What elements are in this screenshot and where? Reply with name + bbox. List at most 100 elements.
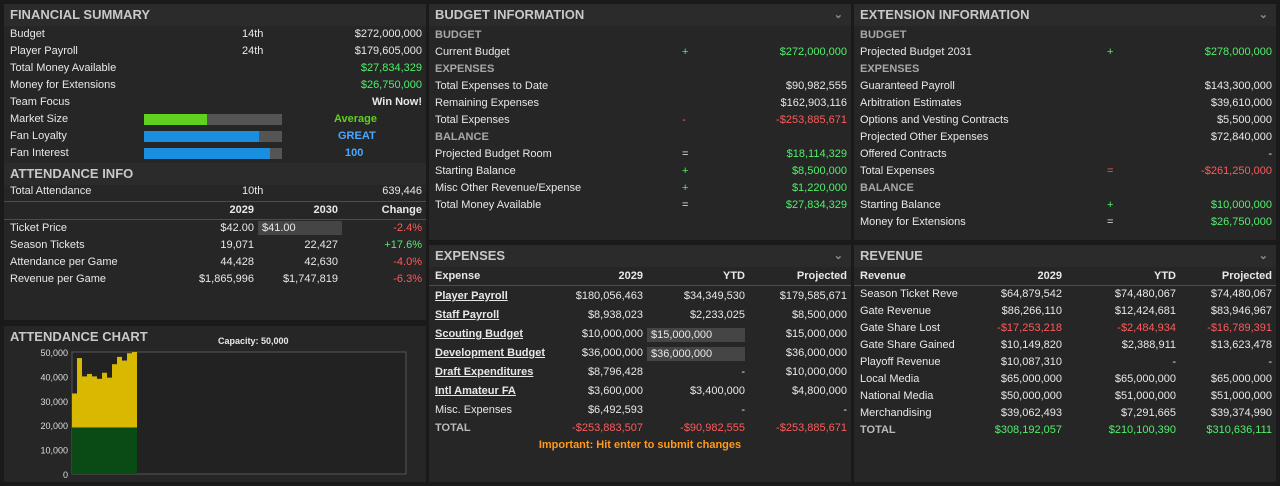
expense-ytd: $2,233,025 — [689, 309, 745, 321]
total-expenses-label: Total Expenses — [860, 165, 935, 177]
exp-col-expense: Expense — [435, 270, 481, 282]
team-focus-row: Team Focus Win Now! — [4, 94, 426, 111]
expense-row-label[interactable]: Intl Amateur FA — [435, 385, 516, 397]
arbitration-value: $39,610,000 — [1210, 97, 1272, 109]
revenue-projected: $13,623,478 — [1210, 339, 1272, 351]
chevron-down-icon[interactable]: ⌄ — [1258, 9, 1268, 21]
operator: = — [1107, 216, 1114, 228]
remaining-value: $162,903,116 — [780, 97, 847, 109]
starting-balance-value: $8,500,000 — [791, 165, 847, 177]
expense-2029: $3,600,000 — [587, 385, 643, 397]
expense-ytd: $34,349,530 — [683, 290, 745, 302]
chevron-down-icon[interactable]: ⌄ — [833, 250, 843, 262]
current-budget-value: $272,000,000 — [779, 46, 847, 58]
rev-total-label: TOTAL — [860, 424, 896, 436]
arbitration-label: Arbitration Estimates — [860, 97, 962, 109]
budget-rank: 14th — [242, 28, 264, 40]
remaining-label: Remaining Expenses — [435, 97, 539, 109]
misc-label: Misc Other Revenue/Expense — [435, 182, 582, 194]
projected-budget-value: $278,000,000 — [1204, 46, 1272, 58]
expense-row: Misc. Expenses $6,492,593 - - — [429, 401, 851, 420]
expense-row: Player Payroll $180,056,463 $34,349,530 $17… — [429, 287, 851, 306]
revenue-2029: $10,087,310 — [1000, 356, 1062, 368]
fan-interest-value: 100 — [345, 147, 364, 159]
expense-row-label[interactable]: Draft Expenditures — [435, 366, 534, 378]
total-attendance-label: Total Attendance — [10, 185, 92, 197]
revenue-row: Gate Share Lost -$17,253,218 -$2,484,934 -$… — [854, 320, 1276, 337]
rev-col-revenue: Revenue — [860, 270, 906, 282]
expense-2029: $36,000,000 — [581, 347, 643, 359]
total-attendance-value: 639,446 — [382, 185, 422, 197]
money-ext-row: Money for Extensions = $26,750,000 — [854, 214, 1276, 231]
exp-col-2029: 2029 — [618, 270, 643, 282]
total-expenses-label: Total Expenses — [435, 114, 510, 126]
market-size-value: Average — [334, 113, 378, 125]
payroll-row: Player Payroll 24th $179,605,000 — [4, 43, 426, 60]
attendance-chart: 50,000 40,000 30,000 20,000 10,000 0 — [40, 348, 407, 480]
team-focus-value: Win Now! — [372, 96, 422, 108]
revenue-row-label: Merchandising — [860, 407, 932, 419]
revenue-row-label: Playoff Revenue — [860, 356, 941, 368]
chevron-down-icon[interactable]: ⌄ — [833, 9, 843, 21]
payroll-rank: 24th — [242, 45, 264, 57]
attendance-bar — [97, 378, 102, 474]
revenue-2029: -$17,253,218 — [997, 322, 1062, 334]
season-ticket-bar — [97, 427, 102, 474]
starting-balance-label: Starting Balance — [860, 199, 941, 211]
offered-label: Offered Contracts — [860, 148, 947, 160]
chevron-down-icon[interactable]: ⌄ — [1258, 250, 1268, 262]
attendance-chart-panel: ATTENDANCE CHART Capacity: 50,000 50,000… — [4, 326, 426, 482]
expense-2029: $180,056,463 — [575, 290, 643, 302]
revenue-row-label: Gate Share Lost — [860, 322, 941, 334]
fan-loyalty-row: Fan Loyalty GREAT — [4, 128, 426, 145]
remaining-row: Remaining Expenses $162,903,116 — [429, 95, 851, 112]
y-tick-label: 30,000 — [40, 397, 68, 407]
attendance-2030: 42,630 — [304, 256, 338, 268]
total-money-value: $27,834,329 — [785, 199, 847, 211]
projected-room-value: $18,114,329 — [786, 148, 847, 160]
extension-info-title: EXTENSION INFORMATION ⌄ — [854, 4, 1276, 26]
expense-ytd-input[interactable]: $15,000,000 — [647, 328, 745, 342]
attendance-row: Season Tickets 19,071 22,427 +17.6% — [4, 237, 426, 254]
expenses-total-row: TOTAL -$253,883,507 -$90,982,555 -$253,8… — [429, 420, 851, 437]
revenue-row-label: National Media — [860, 390, 934, 402]
section-heading-label: BALANCE — [860, 182, 914, 194]
attendance-info-title: ATTENDANCE INFO — [4, 163, 426, 185]
operator: + — [682, 182, 689, 194]
guaranteed-row: Guaranteed Payroll $143,300,000 — [854, 78, 1276, 95]
projected-budget-label: Projected Budget 2031 — [860, 46, 972, 58]
season-ticket-bar — [77, 427, 82, 474]
revenue-2029: $39,062,493 — [1000, 407, 1062, 419]
season-ticket-bar — [122, 427, 127, 474]
y-tick-label: 0 — [63, 470, 68, 480]
rev-col-ytd: YTD — [1154, 270, 1176, 282]
fan-interest-bar — [144, 148, 282, 159]
expense-row-label[interactable]: Player Payroll — [435, 290, 508, 302]
ticket-price-input[interactable]: $41.00 — [258, 221, 342, 235]
att-col-2030: 2030 — [313, 204, 338, 216]
section-heading: BALANCE — [854, 180, 1276, 197]
operator: = — [1107, 165, 1114, 177]
season-ticket-bar — [102, 427, 107, 474]
market-size-bar-fill — [144, 114, 208, 125]
section-heading: EXPENSES — [854, 61, 1276, 78]
att-col-change: Change — [381, 204, 422, 216]
expense-projected: - — [843, 404, 847, 416]
expenses-title: EXPENSES ⌄ — [429, 245, 851, 267]
starting-balance-row: Starting Balance + $8,500,000 — [429, 163, 851, 180]
expense-row-label[interactable]: Staff Payroll — [435, 309, 500, 321]
projected-other-row: Projected Other Expenses $72,840,000 — [854, 129, 1276, 146]
revenue-2029: $86,266,110 — [1001, 305, 1062, 317]
operator: + — [682, 46, 689, 58]
expense-row-label[interactable]: Development Budget — [435, 347, 546, 359]
season-ticket-bar — [112, 427, 117, 474]
total-attendance-row: Total Attendance 10th 639,446 — [4, 183, 426, 200]
season-ticket-bar — [107, 427, 112, 474]
attendance-bar — [122, 360, 127, 474]
fan-interest-row: Fan Interest 100 — [4, 145, 426, 162]
expense-row-label[interactable]: Scouting Budget — [435, 328, 523, 340]
financial-summary-panel: FINANCIAL SUMMARY Budget 14th $272,000,0… — [4, 4, 426, 320]
expense-ytd-input[interactable]: $36,000,000 — [647, 347, 745, 361]
revenue-row-label: Gate Share Gained — [860, 339, 955, 351]
y-tick-label: 50,000 — [40, 348, 68, 358]
